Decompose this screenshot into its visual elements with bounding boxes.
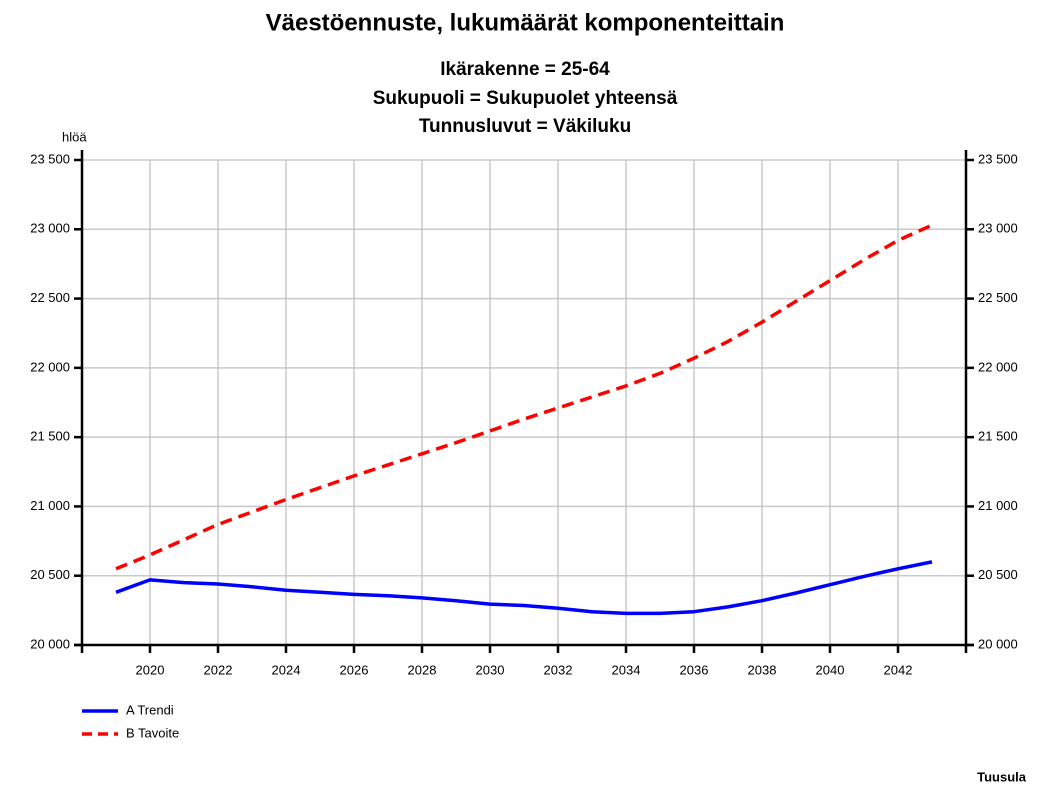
x-tick-label: 2020 <box>136 662 165 677</box>
data-line <box>115 223 933 571</box>
x-tick-label: 2032 <box>544 662 573 677</box>
y-axis-label: hlöä <box>62 129 87 144</box>
y2-tick-label: 21 000 <box>978 498 1018 513</box>
y-tick-label: 23 000 <box>30 221 70 236</box>
y-tick-label: 20 000 <box>30 636 70 651</box>
x-tick-label: 2022 <box>204 662 233 677</box>
legend-label: A Trendi <box>126 702 174 717</box>
chart-subtitle: Sukupuoli = Sukupuolet yhteensä <box>373 88 678 109</box>
legend-label: B Tavoite <box>126 725 179 740</box>
footer: Tuusula <box>977 769 1027 784</box>
y2-tick-label: 23 000 <box>978 221 1018 236</box>
y-tick-label: 20 500 <box>30 567 70 582</box>
y-tick-label: 22 000 <box>30 359 70 374</box>
data-line <box>115 560 933 616</box>
chart-title: Väestöennuste, lukumäärät komponenteitta… <box>266 9 785 36</box>
x-tick-label: 2040 <box>816 662 845 677</box>
x-tick-label: 2042 <box>884 662 913 677</box>
x-tick-label: 2038 <box>748 662 777 677</box>
y2-tick-label: 20 500 <box>978 567 1018 582</box>
x-tick-label: 2026 <box>340 662 369 677</box>
y2-tick-label: 23 500 <box>978 151 1018 166</box>
x-tick-label: 2028 <box>408 662 437 677</box>
y2-tick-label: 22 000 <box>978 359 1018 374</box>
y-tick-label: 23 500 <box>30 151 70 166</box>
y2-tick-label: 21 500 <box>978 429 1018 444</box>
y2-tick-label: 20 000 <box>978 636 1018 651</box>
y-tick-label: 22 500 <box>30 290 70 305</box>
x-tick-label: 2024 <box>272 662 301 677</box>
x-tick-label: 2036 <box>680 662 709 677</box>
y-tick-label: 21 500 <box>30 429 70 444</box>
x-tick-label: 2030 <box>476 662 505 677</box>
y-tick-label: 21 000 <box>30 498 70 513</box>
y2-tick-label: 22 500 <box>978 290 1018 305</box>
chart-subtitle: Tunnusluvut = Väkiluku <box>419 116 631 137</box>
chart-subtitle: Ikärakenne = 25-64 <box>440 59 610 80</box>
x-tick-label: 2034 <box>612 662 641 677</box>
